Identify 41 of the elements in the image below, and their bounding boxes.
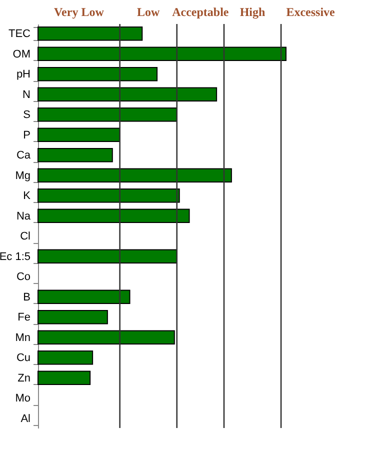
y-tick-label: S	[23, 109, 30, 122]
text: Excessive	[286, 5, 336, 19]
bar	[38, 148, 113, 162]
bar	[38, 249, 178, 264]
y-tick-label: pH	[16, 68, 31, 81]
y-tick-label: P	[23, 129, 30, 142]
bar	[38, 208, 190, 223]
bar	[38, 67, 158, 82]
y-tick-label: TEC	[8, 28, 31, 40]
bar	[38, 46, 286, 61]
bar	[38, 310, 108, 324]
bar	[38, 108, 178, 122]
bar	[38, 87, 218, 102]
text: Low	[137, 5, 160, 19]
bar	[38, 168, 232, 182]
bar	[38, 330, 175, 344]
y-tick-label: K	[23, 190, 32, 202]
y-tick-label: Ec 1:5	[0, 250, 30, 263]
y-tick-label: Na	[16, 210, 32, 222]
y-tick-label: Cl	[20, 230, 30, 243]
bar	[38, 128, 120, 142]
y-tick-label: Fe	[18, 312, 30, 324]
text: Acceptable	[172, 5, 230, 19]
y-tick-label: N	[22, 88, 31, 101]
bar	[38, 290, 130, 304]
bar	[38, 370, 91, 385]
text: High	[240, 5, 266, 19]
bar	[38, 26, 143, 41]
y-tick-label: Cu	[16, 352, 30, 364]
y-tick-label: B	[23, 291, 30, 304]
y-tick-label: Co	[16, 271, 30, 284]
y-tick-label: Mo	[15, 392, 30, 405]
y-tick-label: Zn	[18, 372, 30, 384]
y-tick-label: OM	[12, 48, 30, 60]
bar	[38, 350, 94, 365]
y-tick-label: Mg	[15, 170, 30, 182]
y-tick-label: Ca	[16, 150, 32, 162]
y-tick-label: Al	[20, 412, 30, 425]
y-tick-label: Mn	[15, 332, 30, 344]
text: Very Low	[54, 5, 104, 19]
bar	[38, 188, 180, 203]
